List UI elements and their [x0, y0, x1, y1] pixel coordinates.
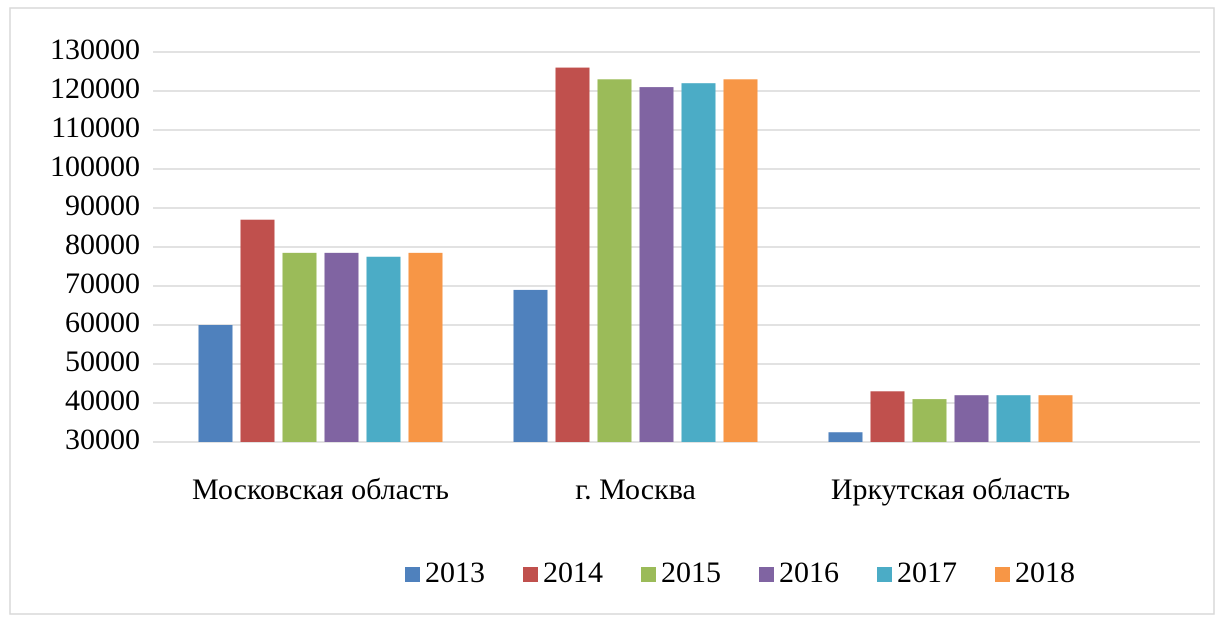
legend-swatch — [405, 567, 420, 582]
bar — [366, 256, 401, 442]
x-tick-label: г. Москва — [575, 473, 696, 506]
legend-label: 2017 — [897, 556, 957, 589]
legend-swatch — [877, 567, 892, 582]
y-tick-label: 50000 — [65, 345, 140, 378]
bar — [282, 252, 317, 442]
bar — [681, 83, 716, 442]
x-tick-label: Иркутская область — [831, 473, 1070, 506]
bar — [723, 79, 758, 443]
bar — [954, 395, 989, 442]
legend-label: 2013 — [425, 556, 485, 589]
bar — [828, 432, 863, 442]
bar — [324, 252, 359, 442]
y-tick-label: 120000 — [50, 72, 140, 105]
legend-label: 2018 — [1015, 556, 1075, 589]
legend-swatch — [641, 567, 656, 582]
bar — [597, 79, 632, 443]
bar — [639, 87, 674, 442]
y-tick-label: 90000 — [65, 189, 140, 222]
bar — [870, 391, 905, 442]
y-tick-label: 110000 — [51, 111, 140, 144]
bar — [513, 289, 548, 442]
y-tick-label: 100000 — [50, 150, 140, 183]
bar — [1038, 395, 1073, 442]
y-tick-label: 70000 — [65, 267, 140, 300]
y-tick-label: 130000 — [50, 33, 140, 66]
legend-label: 2016 — [779, 556, 839, 589]
legend-swatch — [995, 567, 1010, 582]
bar — [912, 399, 947, 442]
y-tick-label: 80000 — [65, 228, 140, 261]
legend-swatch — [759, 567, 774, 582]
bar — [555, 67, 590, 442]
bar — [198, 325, 233, 442]
y-tick-label: 60000 — [65, 306, 140, 339]
bar — [408, 252, 443, 442]
bar — [240, 219, 275, 442]
legend-label: 2014 — [543, 556, 603, 589]
bar — [996, 395, 1031, 442]
legend-swatch — [523, 567, 538, 582]
y-tick-label: 30000 — [65, 423, 140, 456]
x-tick-label: Московская область — [192, 473, 449, 506]
legend-label: 2015 — [661, 556, 721, 589]
y-tick-label: 40000 — [65, 384, 140, 417]
